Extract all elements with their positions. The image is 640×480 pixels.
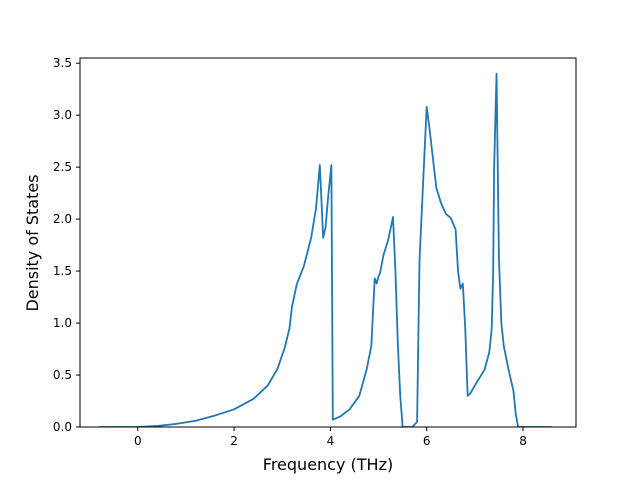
y-tick-label: 2.0 [53, 212, 72, 226]
y-tick-label: 0.0 [53, 420, 72, 434]
x-axis-label: Frequency (THz) [263, 455, 393, 474]
y-tick-label: 3.0 [53, 108, 72, 122]
y-tick-label: 3.5 [53, 56, 72, 70]
x-tick-label: 0 [134, 434, 142, 448]
x-tick-label: 2 [230, 434, 238, 448]
y-tick-label: 1.0 [53, 316, 72, 330]
axes: 0 2 4 6 8 0.0 0.5 1.0 1.5 2.0 2.5 3.0 3.5 [53, 56, 577, 448]
dos-series-line-0 [99, 72, 552, 427]
y-tick-label: 1.5 [53, 264, 72, 278]
x-tick-label: 8 [519, 434, 527, 448]
plot-area [99, 72, 552, 427]
plot-frame [79, 57, 577, 428]
y-tick-label: 0.5 [53, 368, 72, 382]
y-axis-label: Density of States [23, 174, 42, 311]
x-tick-label: 4 [327, 434, 335, 448]
y-tick-label: 2.5 [53, 160, 72, 174]
x-tick-label: 6 [423, 434, 431, 448]
